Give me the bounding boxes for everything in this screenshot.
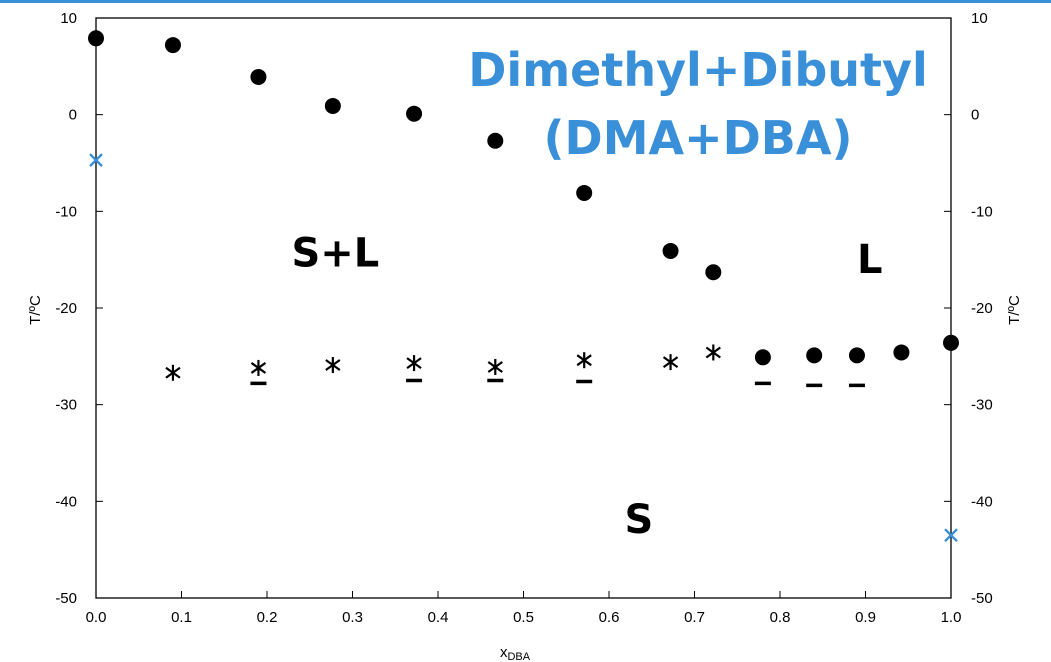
liquidus-point [406,105,423,122]
eutectic-asterisk-point [662,354,679,371]
x-tick-label: 0.1 [171,609,192,626]
top-accent-line [0,0,1051,3]
data-marks [88,30,959,543]
liquidus-point [164,37,181,54]
x-tick-label: 0.0 [86,609,107,626]
y-tick-label-right: -20 [971,300,993,317]
y-tick-label-left: 0 [69,107,77,124]
liquidus-point [250,68,267,85]
y-tick-label-right: 0 [971,107,979,124]
pure-component-point [89,153,103,167]
eutectic-asterisk-point [705,344,721,361]
chart-title-line-2: (DMA+DBA) [544,111,853,165]
y-tick-label-left: -30 [55,397,77,414]
region-label: S [625,497,654,543]
liquidus-point [754,349,771,366]
y-axis-title-left: T/ºC [27,295,44,325]
eutectic-asterisk-point [325,357,341,374]
axes-frame [95,17,952,599]
x-tick-label: 0.2 [257,609,278,626]
x-axis-title: xDBA [500,644,531,662]
pure-component-point [944,528,958,543]
y-tick-label-left: -20 [55,300,77,317]
eutectic-asterisk-point [406,355,422,372]
chart-labels: xDBA T/ºC T/ºC Dimethyl+Dibutyl (DMA+DBA… [27,43,1023,662]
y-tick-label-right: -40 [971,493,993,510]
x-tick-label: 0.5 [513,609,534,626]
eutectic-asterisk-point [250,359,267,376]
y-tick-label-right: 10 [971,10,988,27]
liquidus-point [88,30,104,47]
eutectic-asterisk-point [165,364,181,381]
y-tick-label-right: -30 [971,397,993,414]
x-tick-label: 0.6 [599,609,620,626]
chart-title-line-1: Dimethyl+Dibutyl [468,43,927,97]
liquidus-point [893,344,910,361]
x-tick-label: 0.4 [428,609,449,626]
y-axis-title-right: T/ºC [1006,295,1023,325]
y-tick-label-left: -10 [55,203,77,220]
y-tick-label-right: -10 [971,203,993,220]
x-tick-label: 1.0 [941,609,962,626]
y-tick-label-left: 10 [60,10,77,27]
liquidus-point [806,347,823,364]
plot-frame [95,17,952,599]
liquidus-point [576,184,593,201]
eutectic-asterisk-point [487,358,503,375]
liquidus-point [662,242,679,259]
y-tick-label-left: -40 [55,493,77,510]
x-tick-label: 0.8 [770,609,791,626]
liquidus-point [943,334,959,351]
liquidus-point [487,132,504,149]
y-tick-label-left: -50 [55,590,77,607]
liquidus-point [848,347,865,364]
region-label: S+L [291,230,379,276]
eutectic-asterisk-point [576,352,592,369]
x-tick-label: 0.9 [855,609,876,626]
region-label: L [857,237,883,283]
liquidus-point [705,264,722,281]
liquidus-point [324,97,341,114]
axis-ticks: 0.0 0.1 0.2 0.3 0.4 0.5 0.6 0.7 0.8 0.9 1.0 10 10 0 0 -… [55,10,992,626]
x-tick-label: 0.7 [684,609,705,626]
x-tick-label: 0.3 [342,609,363,626]
y-tick-label-right: -50 [971,590,993,607]
